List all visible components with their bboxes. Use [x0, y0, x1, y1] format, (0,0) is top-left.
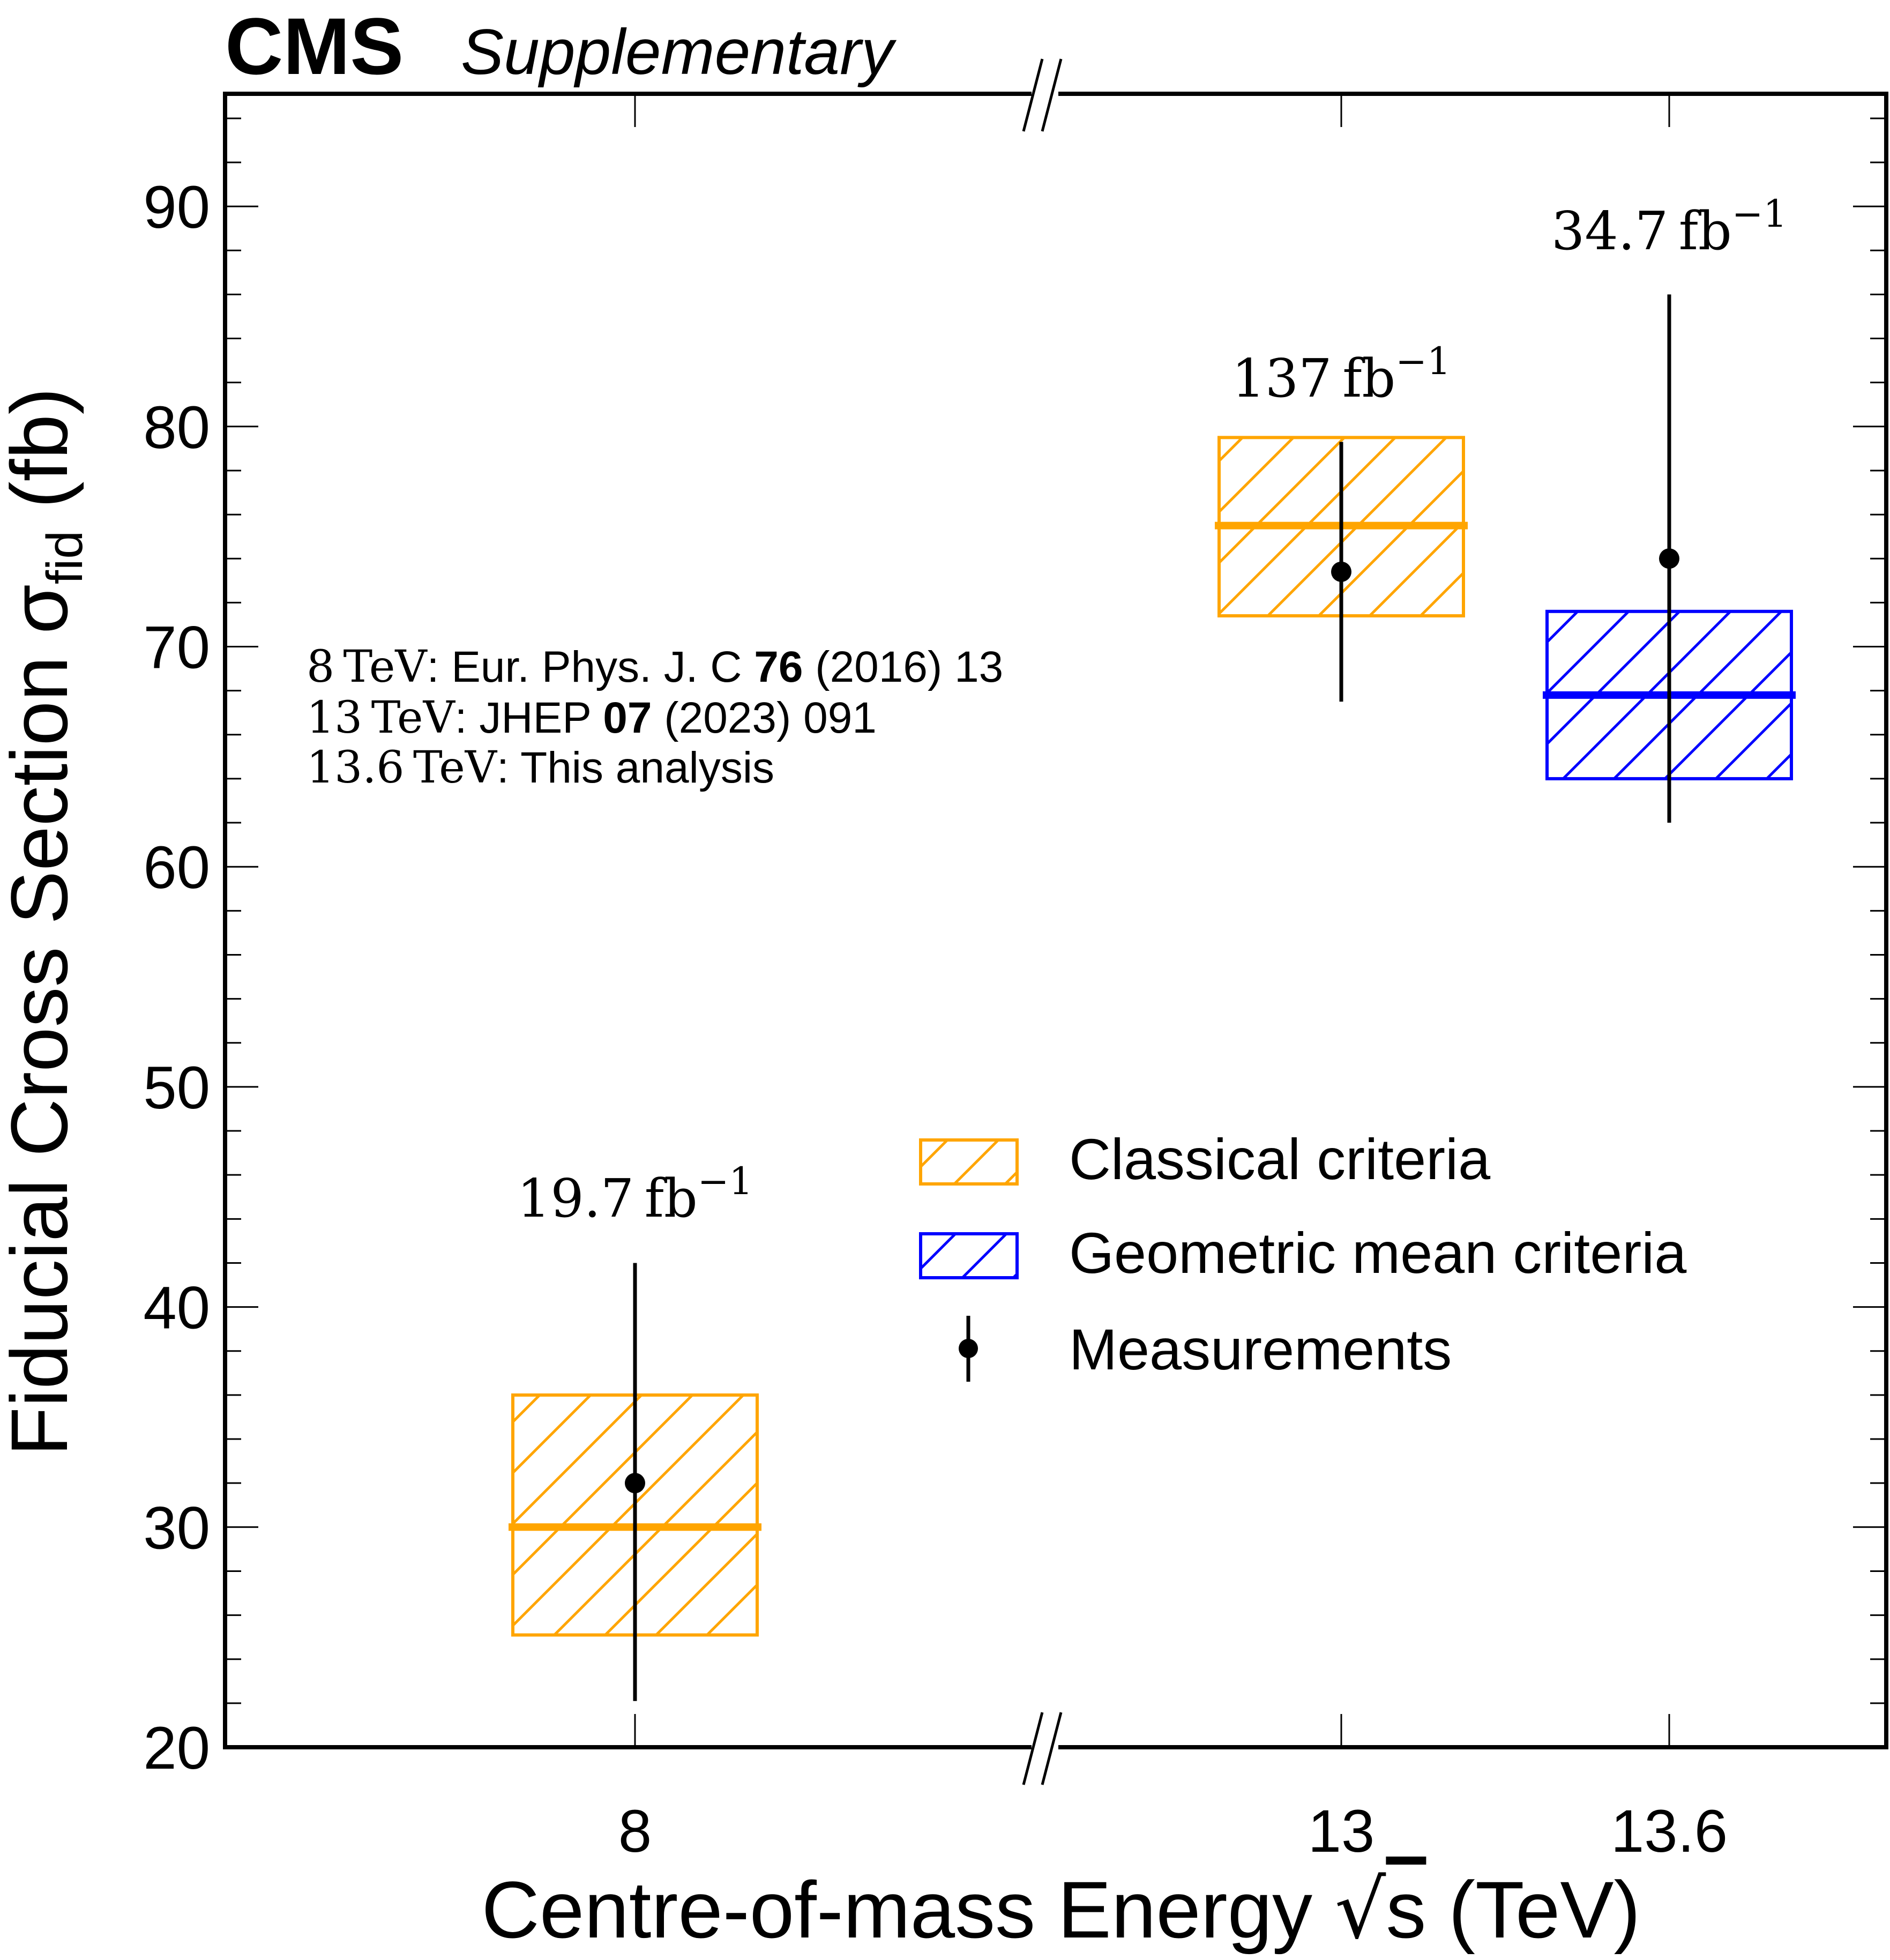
reference-line: 13 TeV: JHEP 07 (2023) 091: [307, 692, 877, 743]
x-tick-label: 13.6: [1611, 1798, 1728, 1865]
data-marker: [1331, 561, 1351, 582]
data-marker: [625, 1473, 645, 1494]
axis-break-bottom: [1022, 1712, 1063, 1785]
x-axis-label: Centre-of-mass Energy √s (TeV): [482, 1864, 1641, 1957]
luminosity-labels: 19.7 fb−1 137 fb−1 34.7 fb−1: [517, 192, 1787, 1229]
y-tick-label: 80: [143, 394, 210, 461]
measurements-layer: [625, 294, 1679, 1701]
y-tick-label: 20: [143, 1715, 210, 1782]
reference-line: 8 TeV: Eur. Phys. J. C 76 (2016) 13: [307, 642, 1003, 692]
y-tick-label: 90: [143, 174, 210, 241]
legend-marker: [959, 1339, 978, 1358]
y-tick-label: 60: [143, 834, 210, 901]
measurement-point: [1659, 294, 1679, 823]
plot-frame: [223, 92, 1888, 1749]
legend-label-classical: Classical criteria: [1069, 1127, 1491, 1191]
legend-label-geometric: Geometric mean criteria: [1069, 1220, 1687, 1285]
axis-break-top: [1022, 58, 1063, 132]
x-axis: 8 13 13.6: [618, 94, 1728, 1865]
y-axis: 20 30 40 50 60 70 80 90: [143, 117, 1886, 1782]
sqrt-symbol: √: [1335, 1864, 1386, 1957]
measurement-point: [1331, 442, 1351, 702]
legend: Classical criteria Geometric mean criter…: [919, 1127, 1687, 1382]
legend-item-classical: Classical criteria: [919, 1127, 1491, 1191]
y-tick-label: 70: [143, 614, 210, 681]
y-axis-label: Fiducial Cross Section σfid (fb): [0, 387, 93, 1456]
luminosity-label: 34.7 fb−1: [1551, 192, 1787, 262]
x-tick-label: 8: [618, 1798, 652, 1865]
luminosity-label: 19.7 fb−1: [517, 1159, 753, 1229]
y-tick-label: 30: [143, 1494, 210, 1561]
legend-swatch-classical: [919, 1138, 1019, 1186]
measurement-point: [625, 1263, 645, 1701]
legend-swatch-geometric: [919, 1232, 1019, 1279]
legend-item-geometric: Geometric mean criteria: [919, 1220, 1687, 1285]
legend-label-measurements: Measurements: [1069, 1317, 1452, 1382]
bands-layer: [509, 436, 1796, 1637]
reference-line: 13.6 TeV: This analysis: [307, 742, 774, 793]
x-tick-label: 13: [1308, 1798, 1375, 1865]
luminosity-label: 137 fb−1: [1232, 339, 1451, 409]
y-tick-label: 40: [143, 1275, 210, 1342]
experiment-label: CMS: [225, 1, 404, 91]
y-tick-label: 50: [143, 1054, 210, 1121]
legend-item-measurements: Measurements: [959, 1316, 1452, 1382]
data-marker: [1659, 548, 1679, 569]
supplementary-label: Supplementary: [461, 16, 897, 88]
